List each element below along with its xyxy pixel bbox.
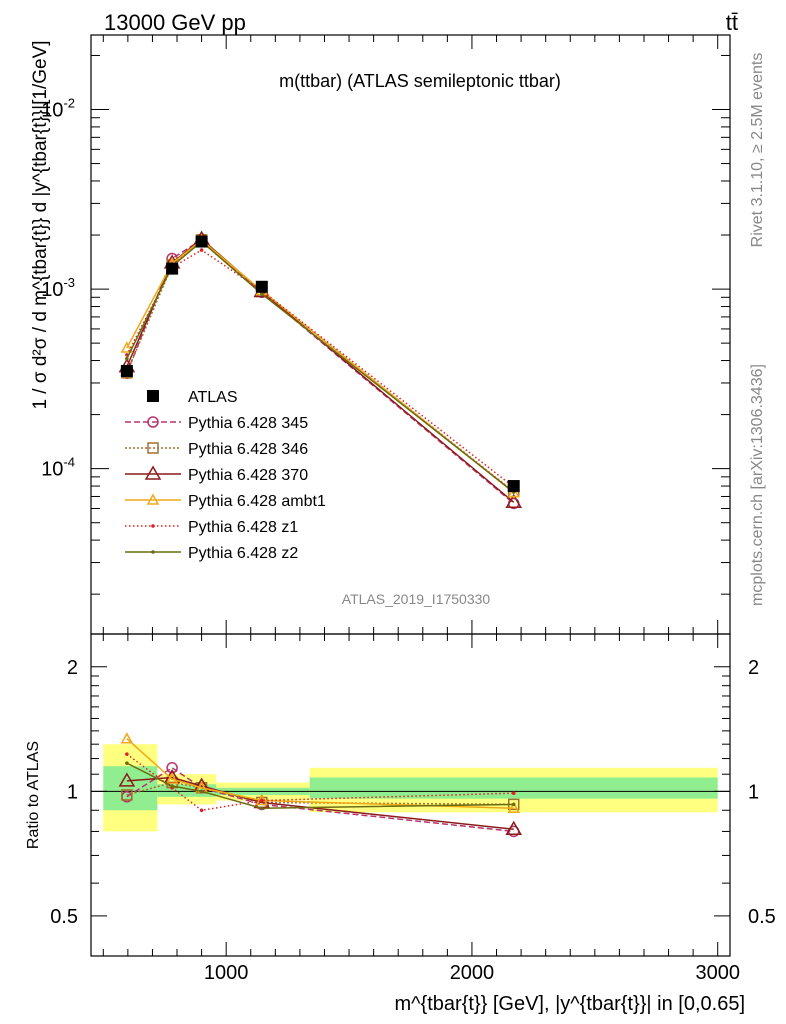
point-ambt1: [120, 341, 134, 353]
legend-label-p345: Pythia 6.428 345: [188, 415, 308, 432]
y-tick-label: 10-4: [41, 455, 75, 481]
ratio-series: [118, 732, 523, 838]
point-ATLAS: [507, 480, 520, 493]
ratio-y-tick-label-right: 2: [748, 657, 759, 679]
series-line-z1: [126, 249, 515, 488]
ratio-point-z2: [125, 761, 129, 765]
ratio-line-ambt1: [126, 738, 514, 810]
y-tick-label: 10-3: [41, 275, 75, 301]
ratio-point-ambt1: [507, 801, 520, 814]
ratio-point-ambt1: [165, 772, 179, 784]
ratio-point-z1: [511, 791, 516, 795]
ratio-point-p370: [505, 820, 523, 835]
point-p370: [505, 493, 523, 508]
ratio-y-tick-label: 2: [67, 657, 78, 679]
legend-label-p370: Pythia 6.428 370: [188, 467, 308, 484]
ratio-y-tick-label: 0.5: [50, 906, 78, 928]
legend: ATLAS Pythia 6.428 345 Pythia 6.428 346 Pyt…: [125, 389, 326, 562]
ratio-point-z2: [260, 806, 264, 811]
ratio-point-z1: [199, 808, 204, 813]
y-tick-exponent: -2: [63, 96, 75, 111]
y-axis-title: 1 / σ d²σ / d m^{tbar{t}} d |y^{tbar{t}}…: [30, 40, 51, 409]
legend-marker-p345: [147, 416, 159, 428]
point-ambt1: [507, 486, 520, 498]
legend-marker-z2: [151, 550, 155, 554]
ratio-point-z2: [511, 802, 516, 807]
ratio-point-z2: [170, 784, 174, 788]
ratio-point-z2: [199, 789, 204, 794]
ratio-y-tick-label-right: 0.5: [748, 906, 776, 928]
main-series: [118, 230, 523, 510]
ratio-point-ambt1: [120, 732, 134, 744]
point-ATLAS: [166, 262, 179, 275]
legend-marker-p370: [144, 465, 162, 480]
legend-marker-z1: [151, 524, 155, 528]
legend-label-p346: Pythia 6.428 346: [188, 441, 308, 458]
ratio-y-tick-label: 1: [67, 781, 78, 803]
ratio-y-tick-label-right: 1: [748, 781, 759, 803]
ratio-axis-title: Ratio to ATLAS: [25, 741, 42, 849]
main-frame: [90, 34, 731, 635]
band-inner: [309, 777, 718, 799]
ratio-point-p370: [118, 772, 136, 787]
energy-label: 13000 GeV pp: [104, 10, 246, 35]
series-line-p346: [126, 238, 515, 493]
series-line-p370: [126, 238, 515, 503]
point-z1: [199, 248, 204, 252]
y-tick-exponent: -3: [63, 275, 75, 290]
point-ATLAS: [120, 364, 133, 377]
x-tick-label: 2000: [450, 962, 495, 984]
ratio-point-z1: [260, 798, 264, 803]
band-inner: [103, 766, 158, 811]
x-tick-label: 1000: [204, 962, 249, 984]
legend-marker-ambt1: [146, 493, 160, 505]
legend-label-ambt1: Pythia 6.428 ambt1: [188, 493, 326, 510]
legend-label-ATLAS: ATLAS: [188, 389, 238, 406]
legend-label-z1: Pythia 6.428 z1: [188, 519, 298, 536]
ratio-line-p345: [126, 766, 514, 833]
mcplots-label: mcplots.cern.ch [arXiv:1306.3436]: [749, 364, 766, 606]
series-line-p345: [126, 238, 515, 505]
legend-label-z2: Pythia 6.428 z2: [188, 545, 298, 562]
y-tick-exponent: -4: [63, 455, 75, 470]
ratio-frame: [90, 633, 731, 957]
ratio-point-p346: [121, 789, 133, 801]
legend-marker-ATLAS: [147, 390, 159, 402]
plot-title: m(ttbar) (ATLAS semileptonic ttbar): [279, 71, 561, 91]
y-tick-label: 10-2: [41, 96, 75, 122]
point-ATLAS: [255, 280, 268, 293]
ratio-point-z1: [125, 752, 129, 756]
process-label: tt̄: [726, 10, 738, 35]
rivet-label: Rivet 3.1.10, ≥ 2.5M events: [749, 53, 766, 248]
analysis-label: ATLAS_2019_I1750330: [342, 591, 491, 607]
point-z2: [125, 356, 129, 361]
axes: 1000 2000 3000 10-4 10-3 10-2 0.5 0.5 1 1 2 2: [41, 34, 776, 984]
legend-marker-p346: [147, 442, 159, 454]
point-z2: [260, 292, 264, 296]
point-ATLAS: [195, 235, 208, 248]
x-tick-label: 3000: [695, 962, 740, 984]
x-axis-title: m^{tbar{t}} [GeV], |y^{tbar{t}}| in [0,0…: [395, 993, 746, 1015]
